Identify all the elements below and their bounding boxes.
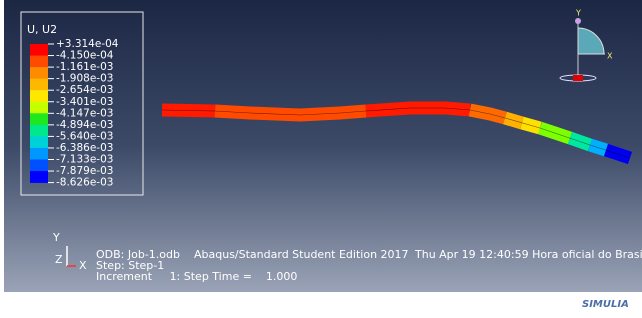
- legend-swatch: [30, 136, 48, 148]
- legend-label: -7.879e-03: [56, 165, 113, 177]
- legend-label: -8.626e-03: [56, 177, 113, 189]
- legend-swatch: [30, 90, 48, 102]
- legend-label: -4.147e-03: [56, 107, 113, 119]
- triad-x: X: [79, 259, 87, 272]
- view-triad-y: Y: [575, 9, 581, 18]
- legend-label: -2.654e-03: [56, 84, 113, 96]
- legend-label: +3.314e-04: [56, 38, 119, 50]
- legend-label: -7.133e-03: [56, 154, 113, 166]
- page: {"legend": {"title": "U, U2", "labels": …: [0, 0, 642, 314]
- view-triad-x: X: [607, 52, 613, 61]
- legend-swatch: [30, 171, 48, 183]
- legend-label: -1.161e-03: [56, 61, 113, 73]
- legend-swatch: [30, 160, 48, 172]
- legend-swatch: [30, 67, 48, 79]
- triad-z: Z: [55, 253, 63, 266]
- legend-label: -6.386e-03: [56, 142, 113, 154]
- legend: +3.314e-04-4.150e-04-1.161e-03-1.908e-03…: [30, 38, 119, 189]
- legend-label: -4.150e-04: [56, 50, 114, 62]
- legend-label: -5.640e-03: [56, 130, 113, 142]
- legend-label: -1.908e-03: [56, 73, 113, 85]
- legend-swatch: [30, 44, 48, 56]
- triad-y: Y: [52, 231, 60, 244]
- legend-label: -3.401e-03: [56, 96, 113, 108]
- legend-swatch: [30, 79, 48, 91]
- legend-swatch: [30, 56, 48, 68]
- logo: SIMULIA: [582, 299, 629, 310]
- info-edition: Abaqus/Standard Student Edition 2017: [194, 248, 409, 261]
- legend-title: U, U2: [27, 23, 57, 36]
- legend-swatch: [30, 102, 48, 114]
- legend-swatch: [30, 125, 48, 137]
- viewport: U, U2 +3.314e-04-4.150e-04-1.161e-03-1.9…: [0, 0, 642, 314]
- info-increment: Increment 1: Step Time = 1.000: [96, 270, 297, 283]
- legend-swatch: [30, 113, 48, 125]
- legend-label: -4.894e-03: [56, 119, 113, 131]
- legend-swatch: [30, 148, 48, 160]
- info-date: Thu Apr 19 12:40:59 Hora oficial do Bras…: [414, 248, 642, 261]
